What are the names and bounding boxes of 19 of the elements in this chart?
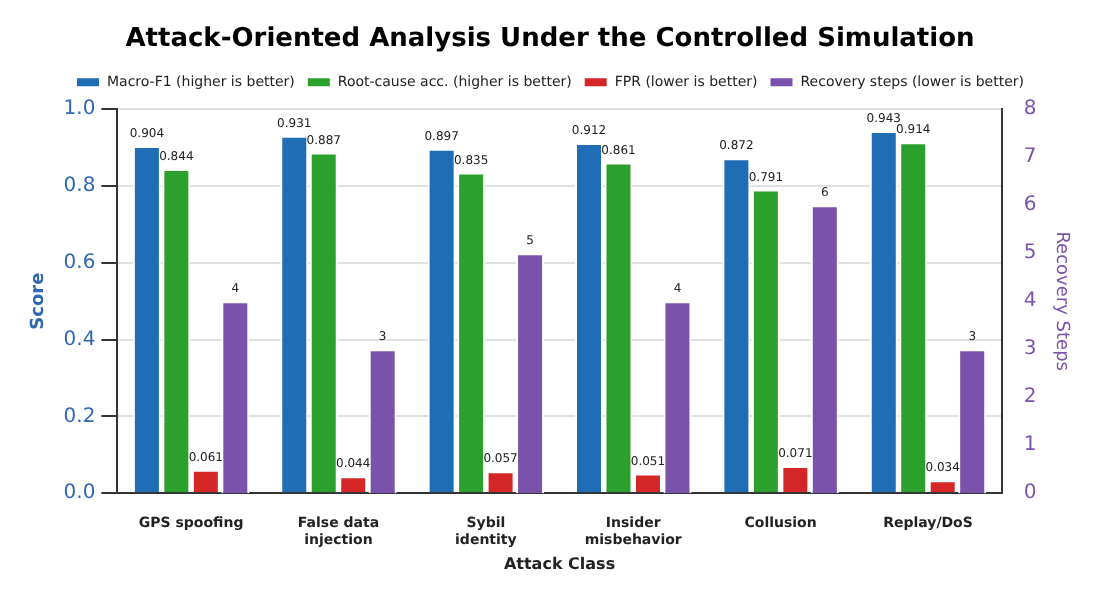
y2-axis-title: Recovery Steps	[1050, 231, 1071, 372]
y-tick-label: 0.4	[63, 328, 96, 351]
y2-tick-label: 8	[1023, 98, 1037, 121]
y-tick-label: 1.0	[63, 98, 96, 121]
y-tick-label: 0.8	[63, 175, 96, 198]
y2-tick-label: 4	[1023, 290, 1037, 313]
y2-tick-label: 6	[1023, 194, 1037, 217]
y2-tick-label: 3	[1023, 338, 1037, 361]
y2-tick-label: 1	[1023, 434, 1037, 457]
y2-tick-label: 7	[1023, 146, 1037, 169]
y2-tick-label: 2	[1023, 386, 1037, 409]
chart-title: Attack-Oriented Analysis Under the Controlled Simulation	[125, 24, 975, 55]
y-tick-label: 0.6	[63, 251, 96, 274]
y2-tick-label: 5	[1023, 242, 1037, 265]
y-tick-label: 0.0	[63, 482, 96, 505]
y-axis-title: Score	[29, 272, 50, 330]
y-tick-label: 0.2	[63, 405, 96, 428]
y2-tick-label: 0	[1023, 482, 1037, 505]
x-axis-title: Attack Class	[503, 554, 616, 573]
